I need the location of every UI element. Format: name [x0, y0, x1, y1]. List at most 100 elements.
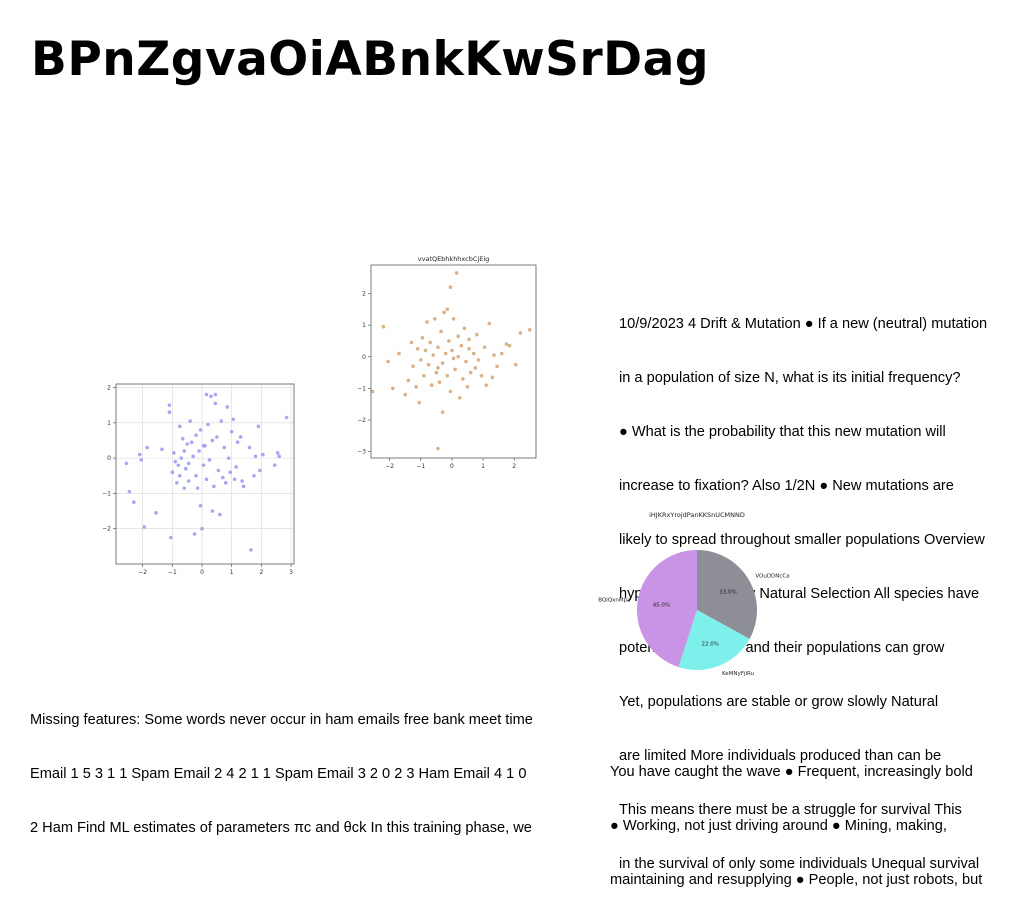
text-line: 2 Ham Find ML estimates of parameters πc…	[30, 820, 532, 836]
scatter-point	[457, 396, 462, 400]
scatter-point	[177, 424, 182, 429]
scatter-point	[169, 535, 173, 540]
scatter-point	[173, 459, 178, 464]
scatter-point	[167, 403, 172, 407]
y-tick-label: 1	[107, 420, 111, 427]
text-line: likely to spread throughout smaller popu…	[619, 532, 985, 548]
scatter-point	[482, 345, 487, 350]
scatter-point	[132, 500, 136, 505]
scatter-point	[186, 461, 191, 466]
scatter-point	[451, 316, 456, 321]
scatter-point	[212, 484, 216, 489]
scatter-point	[172, 451, 176, 455]
scatter-point	[447, 339, 451, 343]
scatter-point	[223, 481, 228, 485]
scatter-point	[422, 373, 426, 378]
scatter-point	[186, 479, 191, 483]
text-line: Missing features: Some words never occur…	[30, 712, 533, 728]
scatter-point	[204, 392, 209, 397]
plot-frame	[370, 264, 537, 459]
chart-title: vvatQEbhkhhxcbCjEig	[418, 255, 490, 263]
scatter-point	[475, 332, 479, 337]
scatter-point	[436, 446, 440, 451]
scatter-point	[189, 440, 194, 445]
scatter-point	[200, 526, 204, 531]
scatter-point	[177, 473, 182, 478]
scatter-point	[504, 342, 509, 346]
pie-slice	[637, 550, 697, 668]
y-tick-label: −1	[357, 385, 366, 392]
text-line: maintaining and resupplying ● People, no…	[610, 872, 983, 888]
scatter-point	[409, 340, 414, 345]
scatter-point	[235, 440, 240, 445]
scatter-point	[272, 463, 277, 467]
scatter-point	[397, 351, 401, 356]
y-tick-label: −3	[357, 449, 366, 456]
scatter-point	[390, 386, 395, 391]
x-tick-label: 1	[481, 463, 485, 470]
y-tick-label: −2	[102, 526, 111, 533]
scatter-point	[453, 367, 457, 372]
scatter-point	[428, 340, 432, 345]
scatter-point	[124, 461, 129, 466]
pie-percent-label: 45.0%	[653, 602, 670, 608]
x-tick-label: 1	[230, 569, 234, 576]
scatter-point	[175, 481, 179, 485]
pie-percent-label: 33.0%	[719, 590, 736, 596]
scatter-point	[261, 452, 265, 457]
scatter-point	[142, 525, 146, 529]
scatter-point	[182, 486, 187, 490]
scatter-point	[180, 436, 185, 441]
scatter-point	[210, 438, 215, 443]
scatter-point	[436, 345, 440, 350]
scatter-point	[495, 364, 499, 369]
scatter-point	[275, 451, 280, 455]
pie-slice-label: KeMNyFjiRu	[722, 671, 754, 677]
scatter-chart-blue: −2 −1 0 1 2 3 −2 −1 0 1 2	[102, 383, 295, 576]
scatter-point	[370, 389, 375, 394]
scatter-point	[434, 370, 439, 375]
scatter-point	[479, 373, 484, 378]
scatter-point	[437, 380, 442, 384]
scatter-point	[445, 373, 450, 378]
scatter-point	[415, 347, 420, 351]
bottom-right-text-block: You have caught the wave ● Frequent, inc…	[610, 727, 982, 907]
scatter-point	[198, 503, 203, 508]
scatter-point	[417, 400, 422, 405]
scatter-point	[456, 334, 460, 338]
scatter-point	[256, 424, 261, 429]
scatter-point	[219, 419, 224, 423]
scatter-point	[234, 465, 238, 469]
scatter-point	[139, 458, 144, 462]
scatter-point	[527, 328, 532, 332]
slide-title: BPnZgvaOiABnkKwSrDag	[31, 32, 710, 87]
scatter-point	[191, 454, 195, 459]
scatter-point	[240, 479, 244, 483]
scatter-point	[215, 435, 219, 439]
text-line: ● What is the probability that this new …	[619, 424, 946, 440]
pie-slice-label: BQiQxnMpz	[598, 597, 630, 603]
text-line: ● Working, not just driving around ● Min…	[610, 818, 947, 834]
text-line: increase to fixation? Also 1/2N ● New mu…	[619, 478, 954, 494]
scatter-point	[431, 353, 436, 357]
scatter-point	[440, 410, 445, 414]
scatter-point	[182, 449, 187, 453]
scatter-chart-tan: vvatQEbhkhhxcbCjEig −2 −1 0 1 2 −3 −2 −1 0 1 2	[357, 255, 537, 470]
scatter-point	[471, 351, 476, 356]
scatter-point	[145, 445, 149, 450]
scatter-point	[490, 375, 495, 380]
scatter-point	[487, 321, 492, 326]
scatter-point	[192, 532, 197, 536]
scatter-point	[426, 362, 431, 367]
scatter-point	[207, 458, 212, 462]
scatter-point	[154, 511, 158, 515]
pie-slice	[697, 550, 757, 639]
scatter-point	[170, 470, 175, 475]
scatter-point	[499, 351, 504, 356]
bottom-left-text-block: Missing features: Some words never occur…	[30, 675, 533, 855]
scatter-point	[442, 310, 446, 315]
text-line: 10/9/2023 4 Drift & Mutation ● If a new …	[619, 316, 988, 332]
scatter-point	[229, 429, 234, 434]
x-tick-label: −2	[138, 569, 147, 576]
scatter-point	[249, 548, 253, 552]
